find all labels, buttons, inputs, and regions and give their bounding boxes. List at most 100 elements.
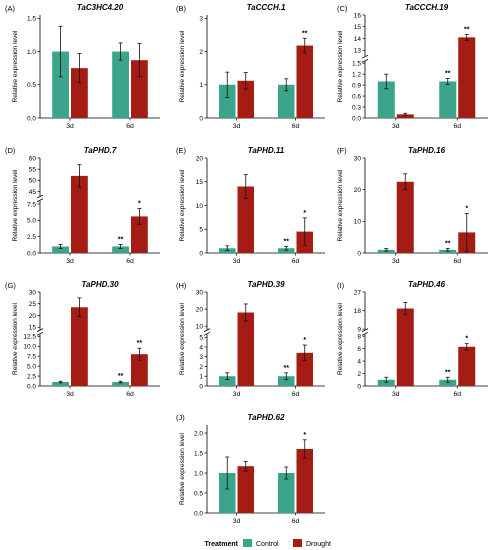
y-tick-label: 20 [29, 313, 37, 320]
panel-label: (J) [176, 413, 185, 422]
x-tick-label: 6d [453, 123, 461, 130]
y-tick-label: 0.9 [352, 82, 361, 89]
y-tick-label: 5 [199, 227, 203, 234]
x-tick-label: 3d [392, 391, 400, 398]
y-tick-label: 4 [199, 344, 203, 351]
axis-break-mark [36, 328, 44, 332]
y-tick-label: 10.0 [23, 344, 36, 351]
bar-drought [71, 175, 88, 253]
y-tick-label: 15 [196, 179, 204, 186]
y-tick-label: 1.2 [352, 71, 361, 78]
x-tick-label: 6d [126, 258, 134, 265]
y-tick-label: 30 [354, 155, 362, 162]
bar-drought [396, 114, 414, 118]
y-tick-label: 3 [199, 16, 203, 23]
bar-drought [71, 68, 88, 118]
panel-label: (A) [5, 4, 16, 13]
panel-label: (F) [337, 146, 347, 155]
bar-control [218, 84, 236, 118]
y-tick-label: 15 [29, 325, 37, 332]
panel-label: (G) [5, 281, 16, 290]
y-axis-label: Relative expression level [12, 169, 19, 241]
significance-mark: ** [464, 26, 470, 33]
bar-control [277, 376, 295, 386]
panel-10: (J) TaPHD.62 Relative expression level 0.0 0… [176, 413, 325, 525]
legend: Treatment Control Drought [205, 539, 331, 548]
bar-drought [296, 352, 314, 386]
panel-label: (B) [176, 4, 187, 13]
y-tick-label: 0.6 [352, 93, 361, 100]
y-tick-label: 16 [354, 12, 362, 19]
panel-title: TaPHD.16 [408, 146, 446, 155]
bar-drought [458, 346, 476, 386]
significance-mark: ** [445, 71, 451, 78]
y-tick-label: 18 [354, 308, 362, 315]
y-tick-label: 9 [357, 326, 361, 333]
x-tick-label: 3d [233, 518, 241, 525]
y-tick-label: 20 [196, 306, 204, 313]
x-tick-label: 6d [126, 391, 134, 398]
bar-drought [131, 216, 148, 253]
y-tick-label: 0.0 [27, 383, 36, 390]
y-tick-label: 25 [29, 301, 37, 308]
y-tick-label: 5.0 [27, 363, 36, 370]
significance-mark: ** [445, 369, 451, 376]
panel-9: (I) TaPHD.46 Relative expression level 0 2 4 6… [337, 280, 488, 398]
bar-drought [296, 45, 314, 118]
bar-control [112, 51, 129, 118]
significance-mark: * [465, 205, 468, 212]
bar-drought [296, 449, 314, 513]
y-tick-label: 0.0 [27, 250, 36, 257]
axis-break-mark [361, 328, 369, 332]
y-tick-label: 0 [357, 383, 361, 390]
y-axis-label: Relative expression level [179, 303, 186, 375]
y-tick-label: 2.5 [27, 373, 36, 380]
y-tick-label: 1.5 [352, 60, 361, 67]
significance-mark: * [465, 336, 468, 343]
x-tick-label: 3d [233, 123, 241, 130]
bar-control [277, 473, 295, 513]
y-tick-label: 0 [357, 250, 361, 257]
bar-control [52, 382, 69, 386]
y-tick-label: 3 [199, 354, 203, 361]
y-axis-label: Relative expression level [179, 30, 186, 102]
y-tick-label: 8 [357, 333, 361, 340]
bar-drought [396, 308, 414, 386]
significance-mark: ** [118, 373, 124, 380]
panel-title: TaPHD.39 [247, 280, 285, 289]
bar-control [112, 246, 129, 253]
y-tick-label: 0.0 [27, 115, 36, 122]
x-tick-label: 3d [66, 123, 74, 130]
significance-mark: ** [118, 237, 124, 244]
y-tick-label: 2 [357, 371, 361, 378]
axis-break-mark [36, 194, 44, 199]
y-axis-label: Relative expression level [12, 303, 19, 375]
y-tick-label: 0.0 [352, 115, 361, 122]
bar-control [377, 379, 395, 386]
x-tick-label: 3d [66, 391, 74, 398]
y-tick-label: 0.0 [194, 510, 203, 517]
panel-title: TaPHD.7 [84, 146, 117, 155]
y-axis-label: Relative expression level [179, 433, 186, 505]
y-tick-label: 2.0 [194, 430, 203, 437]
y-tick-label: 30 [196, 289, 204, 296]
legend-swatch-drought [293, 539, 302, 547]
axis-break-mark [36, 198, 44, 203]
significance-mark: ** [302, 30, 308, 37]
legend-label-control: Control [256, 541, 279, 548]
x-tick-label: 3d [233, 258, 241, 265]
bar-control [439, 379, 457, 386]
y-tick-label: 0.5 [27, 82, 36, 89]
y-tick-label: 10 [196, 203, 204, 210]
legend-title: Treatment [205, 541, 239, 548]
panel-3: (C) TaCCCH.19 Relative expression level 0.0… [337, 3, 488, 130]
panel-title: TaPHD.11 [248, 146, 285, 155]
y-tick-label: 55 [29, 166, 37, 173]
y-tick-label: 50 [29, 178, 37, 185]
y-tick-label: 15 [354, 24, 362, 31]
axis-break-mark [203, 328, 211, 332]
panel-label: (E) [176, 146, 187, 155]
panel-8: (H) TaPHD.39 Relative expression level 0 1 2 3… [176, 280, 325, 398]
y-axis-label: Relative expression level [179, 169, 186, 241]
